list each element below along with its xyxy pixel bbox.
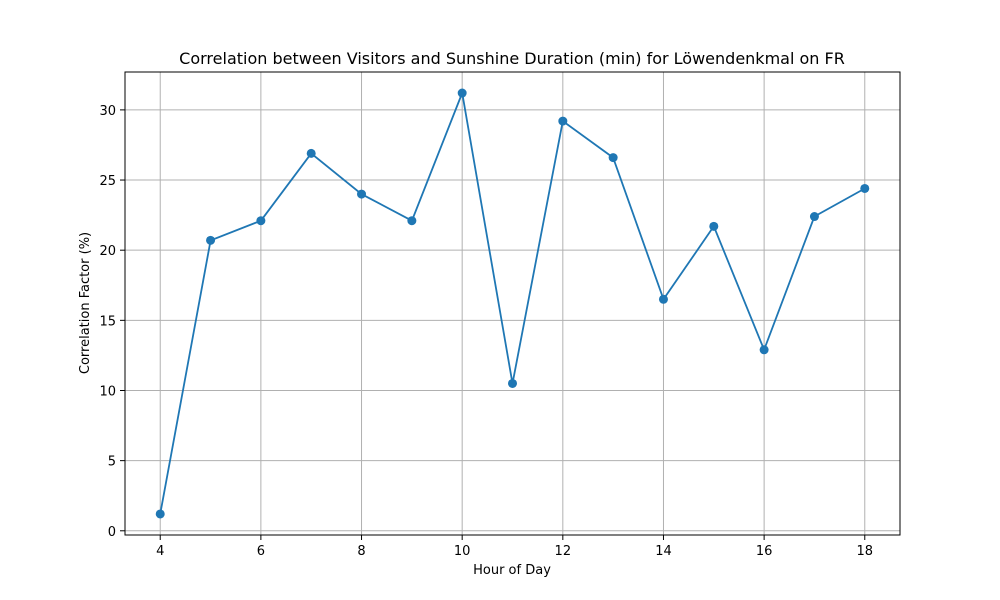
data-point (508, 378, 517, 388)
data-point (457, 88, 467, 98)
plot-frame (124, 71, 901, 536)
data-point (407, 216, 417, 226)
y-tick-label: 15 (99, 314, 116, 329)
data-point (709, 221, 719, 231)
x-axis-ticks: 4 6 8 10 12 14 16 18 (156, 535, 873, 559)
y-tick-label: 10 (99, 384, 116, 399)
grid-layer (125, 72, 900, 535)
x-tick-label: 6 (257, 544, 265, 559)
x-axis-label: Hour of Day (473, 563, 551, 578)
x-tick-label: 4 (156, 544, 164, 559)
x-tick-label: 8 (357, 544, 365, 559)
x-tick-label: 14 (655, 544, 672, 559)
y-tick-label: 25 (99, 174, 116, 189)
y-tick-label: 30 (99, 104, 116, 119)
data-point (357, 189, 367, 199)
data-point (256, 216, 266, 226)
data-point (608, 153, 618, 163)
x-tick-label: 12 (555, 544, 572, 559)
data-point (759, 345, 769, 355)
data-point (658, 294, 668, 304)
data-point (558, 116, 568, 126)
x-tick-label: 16 (756, 544, 773, 559)
series-layer (155, 88, 870, 519)
y-tick-label: 5 (108, 455, 116, 470)
data-point (306, 148, 316, 158)
x-tick-label: 18 (856, 544, 873, 559)
data-point (860, 183, 870, 193)
y-axis-label: Correlation Factor (%) (78, 232, 93, 374)
y-axis-ticks: 0 5 10 15 20 25 30 (99, 104, 125, 540)
y-tick-label: 0 (108, 525, 116, 540)
series-line (159, 89, 866, 515)
x-tick-label: 10 (454, 544, 471, 559)
data-point (206, 235, 216, 245)
chart-title: Correlation between Visitors and Sunshin… (179, 49, 845, 68)
data-point (809, 212, 819, 222)
data-point (155, 509, 165, 519)
y-tick-label: 20 (99, 244, 116, 259)
